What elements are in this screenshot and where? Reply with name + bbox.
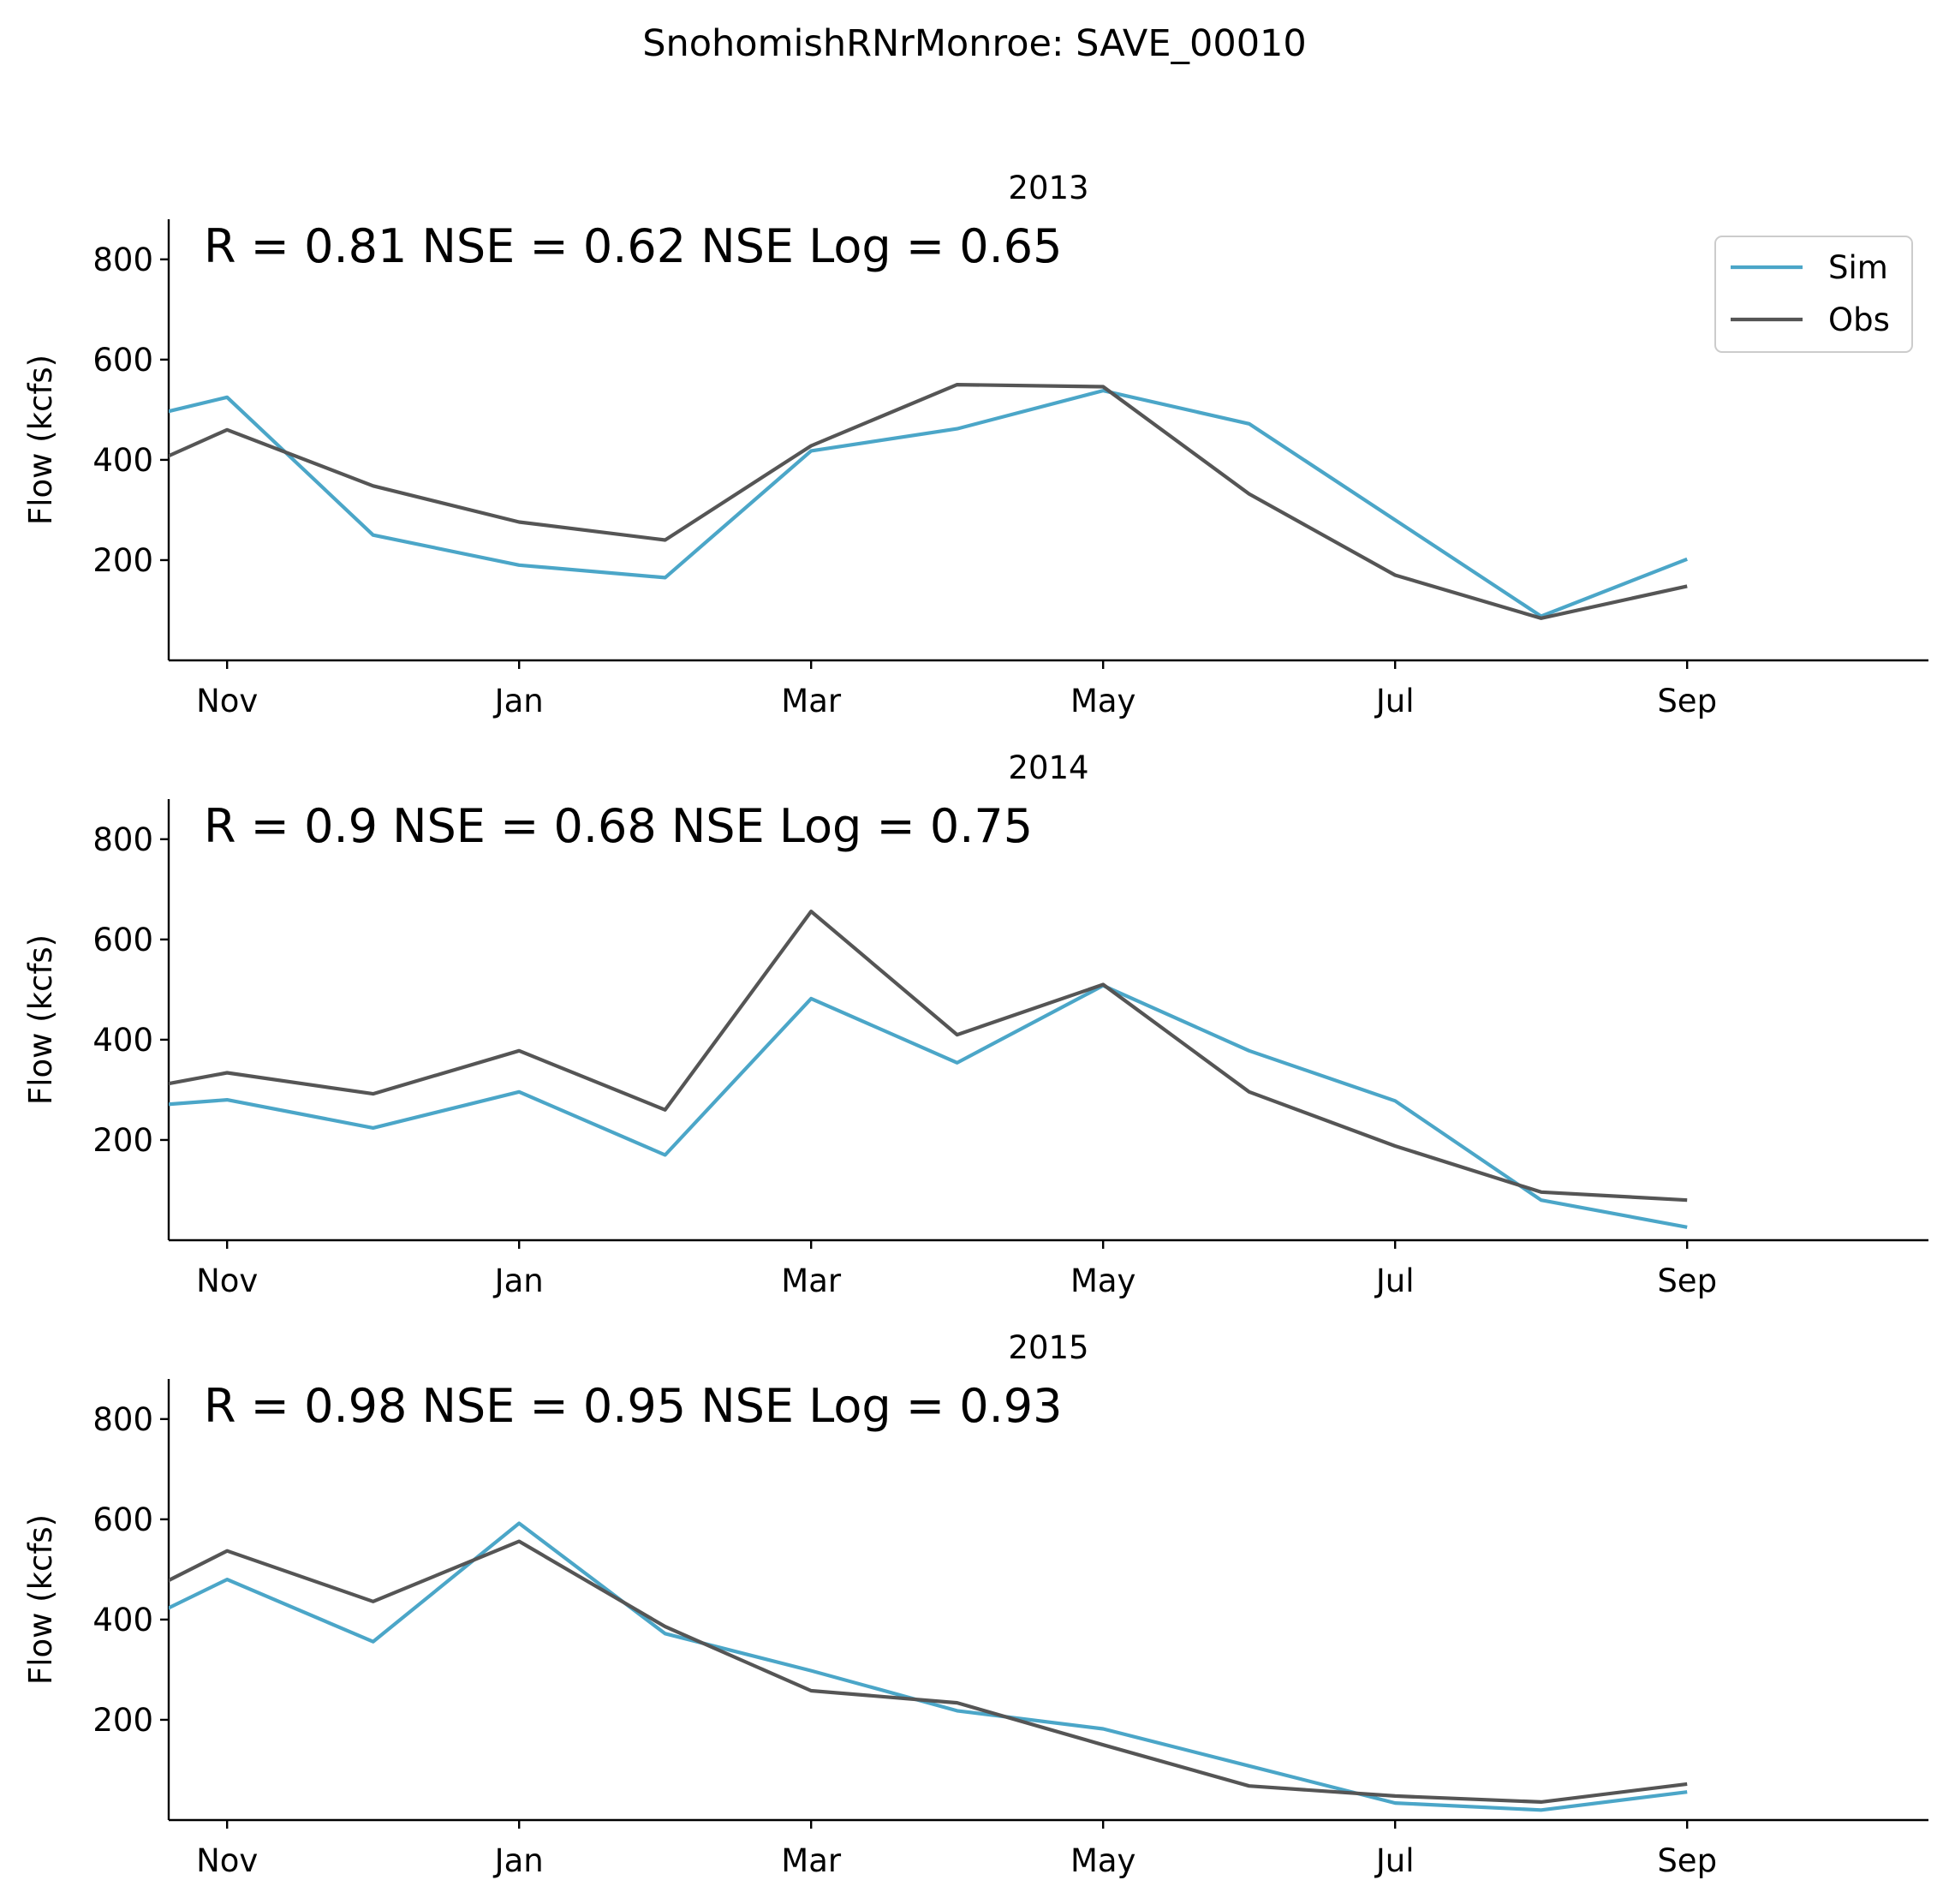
panel-title: 2015 xyxy=(1008,1329,1088,1366)
panels: 2013 200 400 600 800 Nov Jan Mar May Jul Sep Flow (… xyxy=(22,170,1928,1879)
y-axis-label: Flow (kcfs) xyxy=(22,355,59,525)
y-tick-label: 200 xyxy=(92,1702,153,1739)
y-tick-label: 600 xyxy=(92,342,153,379)
series-line-obs xyxy=(169,909,1688,1203)
y-tick-label: 200 xyxy=(92,542,153,579)
panel-2: 2014 200 400 600 800 Nov Jan Mar May Jul Sep Flow (… xyxy=(22,749,1928,1299)
y-tick-label: 600 xyxy=(92,922,153,958)
x-tick-label: Jan xyxy=(493,1842,544,1879)
y-tick-label: 600 xyxy=(92,1501,153,1538)
y-tick-label: 800 xyxy=(92,242,153,278)
x-tick-label: Jul xyxy=(1374,683,1415,719)
x-tick-label: May xyxy=(1070,1842,1136,1879)
x-tick-label: May xyxy=(1070,683,1136,719)
y-axis-label: Flow (kcfs) xyxy=(22,934,59,1105)
x-tick-label: Sep xyxy=(1657,1262,1717,1299)
y-axis-label: Flow (kcfs) xyxy=(22,1514,59,1685)
panel-title: 2014 xyxy=(1008,749,1088,786)
series-line-sim xyxy=(169,1521,1688,1812)
y-tick-label: 400 xyxy=(92,1602,153,1638)
x-tick-label: Mar xyxy=(781,1842,842,1879)
panel-3: 2015 200 400 600 800 Nov Jan Mar May Jul Sep Flow (… xyxy=(22,1329,1928,1879)
x-tick-label: Mar xyxy=(781,1262,842,1299)
panel-1: 2013 200 400 600 800 Nov Jan Mar May Jul Sep Flow (… xyxy=(22,170,1928,719)
series-line-obs xyxy=(169,383,1688,620)
x-tick-label: Nov xyxy=(196,683,258,719)
stats-annotation: R = 0.81 NSE = 0.62 NSE Log = 0.65 xyxy=(204,219,1062,273)
y-tick-label: 400 xyxy=(92,442,153,479)
series-line-obs xyxy=(169,1539,1688,1804)
y-tick-label: 800 xyxy=(92,1401,153,1438)
stats-annotation: R = 0.9 NSE = 0.68 NSE Log = 0.75 xyxy=(204,799,1033,853)
legend-label-sim: Sim xyxy=(1828,249,1888,286)
x-tick-label: Nov xyxy=(196,1842,258,1879)
legend-box xyxy=(1714,236,1913,353)
panel-title: 2013 xyxy=(1008,170,1088,206)
x-tick-label: Jul xyxy=(1374,1842,1415,1879)
x-tick-label: Jan xyxy=(493,683,544,719)
stats-annotation: R = 0.98 NSE = 0.95 NSE Log = 0.93 xyxy=(204,1379,1062,1433)
series-line-sim xyxy=(169,389,1688,618)
x-tick-label: Jul xyxy=(1374,1262,1415,1299)
x-tick-label: Mar xyxy=(781,683,842,719)
y-tick-label: 400 xyxy=(92,1022,153,1059)
y-tick-label: 800 xyxy=(92,821,153,858)
x-tick-label: Sep xyxy=(1657,1842,1717,1879)
figure-suptitle: SnohomishRNrMonroe: SAVE_00010 xyxy=(642,22,1307,65)
series-line-sim xyxy=(169,983,1688,1229)
y-tick-label: 200 xyxy=(92,1122,153,1159)
x-tick-label: Sep xyxy=(1657,683,1717,719)
legend-label-obs: Obs xyxy=(1828,301,1890,338)
x-tick-label: Nov xyxy=(196,1262,258,1299)
x-tick-label: May xyxy=(1070,1262,1136,1299)
x-tick-label: Jan xyxy=(493,1262,544,1299)
legend: Sim Obs xyxy=(1714,236,1913,353)
